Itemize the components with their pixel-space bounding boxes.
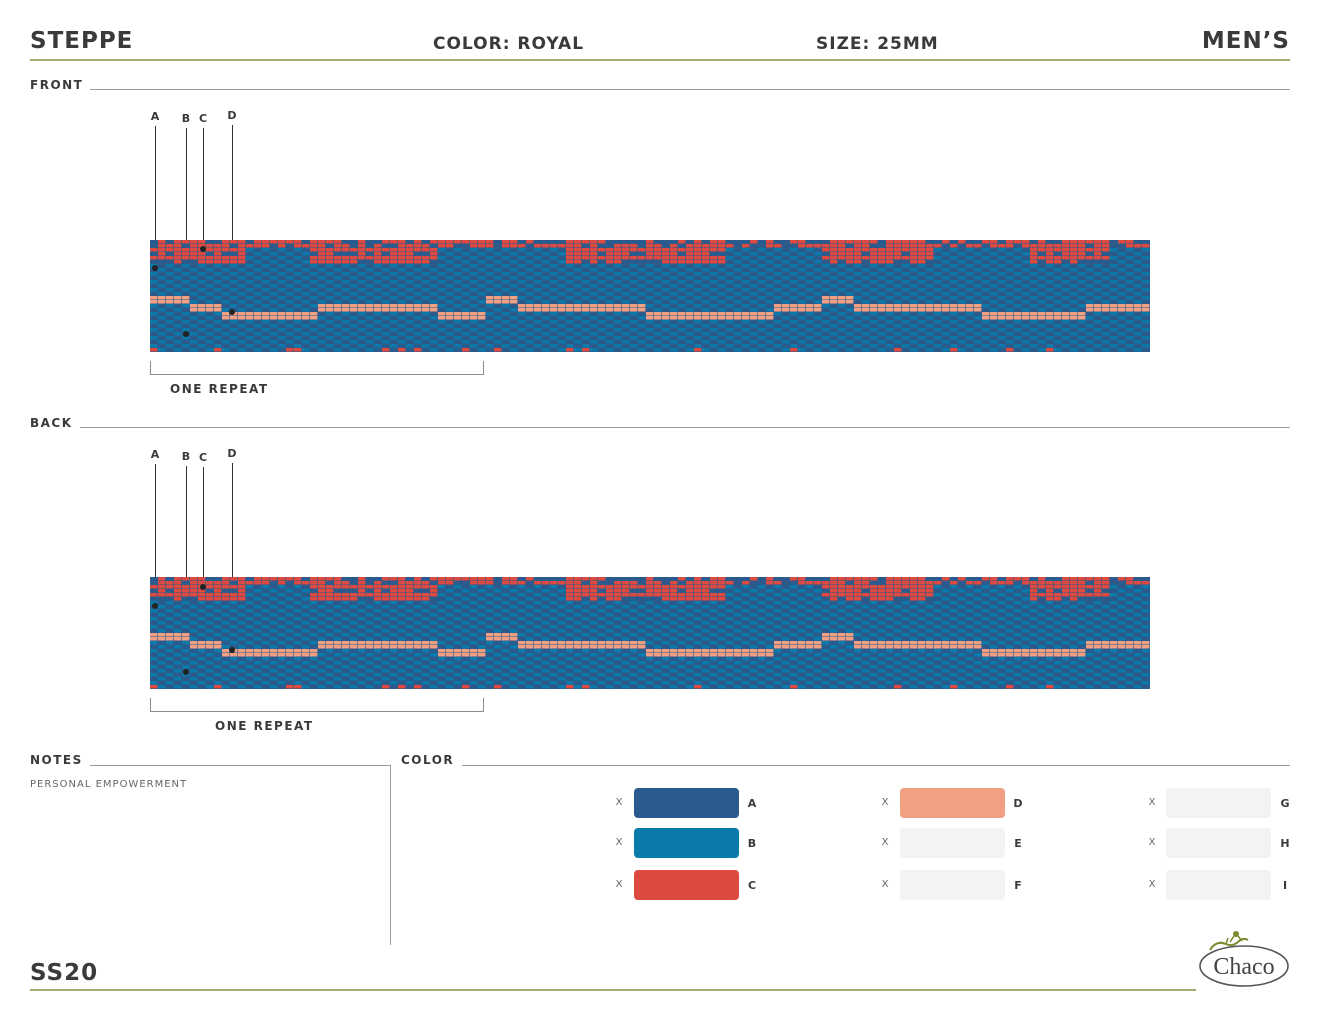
color-rule <box>462 765 1290 766</box>
back-leader-c <box>203 467 204 587</box>
swatch-g-letter: G <box>1280 797 1290 810</box>
chaco-logo: Chaco <box>1199 931 1289 987</box>
swatch-a-mark: X <box>615 797 623 808</box>
swatch-c-letter: C <box>747 879 757 892</box>
chaco-logo-text: Chaco <box>1213 954 1274 980</box>
notes-label: NOTES <box>30 753 83 767</box>
swatch-a <box>634 788 739 818</box>
front-marker-a: A <box>150 110 160 123</box>
front-strap-pattern <box>150 240 1150 352</box>
swatch-h-letter: H <box>1280 837 1290 850</box>
back-repeat-bracket <box>150 698 484 712</box>
back-dot-c <box>200 584 206 590</box>
front-repeat-bracket <box>150 361 484 375</box>
back-strap-pattern <box>150 577 1150 689</box>
swatch-f-letter: F <box>1014 879 1022 892</box>
swatch-d-mark: X <box>881 797 889 808</box>
color-name: COLOR: ROYAL <box>433 34 585 54</box>
front-repeat-label: ONE REPEAT <box>170 382 269 396</box>
swatch-g <box>1166 788 1271 818</box>
front-dot-c <box>200 246 206 252</box>
back-leader-b <box>186 466 187 672</box>
back-marker-b: B <box>181 450 191 463</box>
swatch-b <box>634 828 739 858</box>
front-dot-d <box>229 309 235 315</box>
front-label: FRONT <box>30 78 84 92</box>
swatch-e-mark: X <box>881 837 889 848</box>
back-dot-d <box>229 647 235 653</box>
notes-rule <box>90 765 390 766</box>
front-leader-c <box>203 128 204 249</box>
back-rule <box>80 427 1290 428</box>
swatch-h <box>1166 828 1271 858</box>
front-dot-b <box>183 331 189 337</box>
back-leader-a <box>155 464 156 606</box>
front-marker-d: D <box>227 109 237 122</box>
back-marker-c: C <box>198 451 208 464</box>
back-marker-a: A <box>150 448 160 461</box>
front-leader-d <box>232 125 233 312</box>
front-rule <box>90 89 1290 90</box>
swatch-g-mark: X <box>1148 797 1156 808</box>
swatch-c-mark: X <box>615 879 623 890</box>
back-label: BACK <box>30 416 73 430</box>
notes-text: PERSONAL EMPOWERMENT <box>30 779 188 790</box>
front-leader-b <box>186 128 187 334</box>
gender-label: MEN’S <box>1201 28 1290 54</box>
back-dot-b <box>183 669 189 675</box>
swatch-d-letter: D <box>1013 797 1023 810</box>
season-code: SS20 <box>30 960 99 986</box>
color-label: COLOR <box>401 753 455 767</box>
notes-divider <box>390 765 391 945</box>
swatch-e-letter: E <box>1014 837 1022 850</box>
front-dot-a <box>152 265 158 271</box>
swatch-b-letter: B <box>747 837 757 850</box>
swatch-i <box>1166 870 1271 900</box>
style-name: STEPPE <box>30 28 134 54</box>
swatch-i-letter: I <box>1282 879 1288 892</box>
back-dot-a <box>152 603 158 609</box>
back-repeat-label: ONE REPEAT <box>215 719 314 733</box>
swatch-f-mark: X <box>881 879 889 890</box>
swatch-i-mark: X <box>1148 879 1156 890</box>
front-marker-b: B <box>181 112 191 125</box>
front-leader-a <box>155 126 156 268</box>
swatch-f <box>900 870 1005 900</box>
header-rule <box>30 59 1290 61</box>
back-marker-d: D <box>227 447 237 460</box>
swatch-h-mark: X <box>1148 837 1156 848</box>
footer-rule <box>30 989 1196 991</box>
swatch-e <box>900 828 1005 858</box>
back-leader-d <box>232 463 233 650</box>
front-marker-c: C <box>198 112 208 125</box>
swatch-c <box>634 870 739 900</box>
size-label: SIZE: 25MM <box>816 34 939 54</box>
swatch-a-letter: A <box>747 797 757 810</box>
swatch-d <box>900 788 1005 818</box>
swatch-b-mark: X <box>615 837 623 848</box>
